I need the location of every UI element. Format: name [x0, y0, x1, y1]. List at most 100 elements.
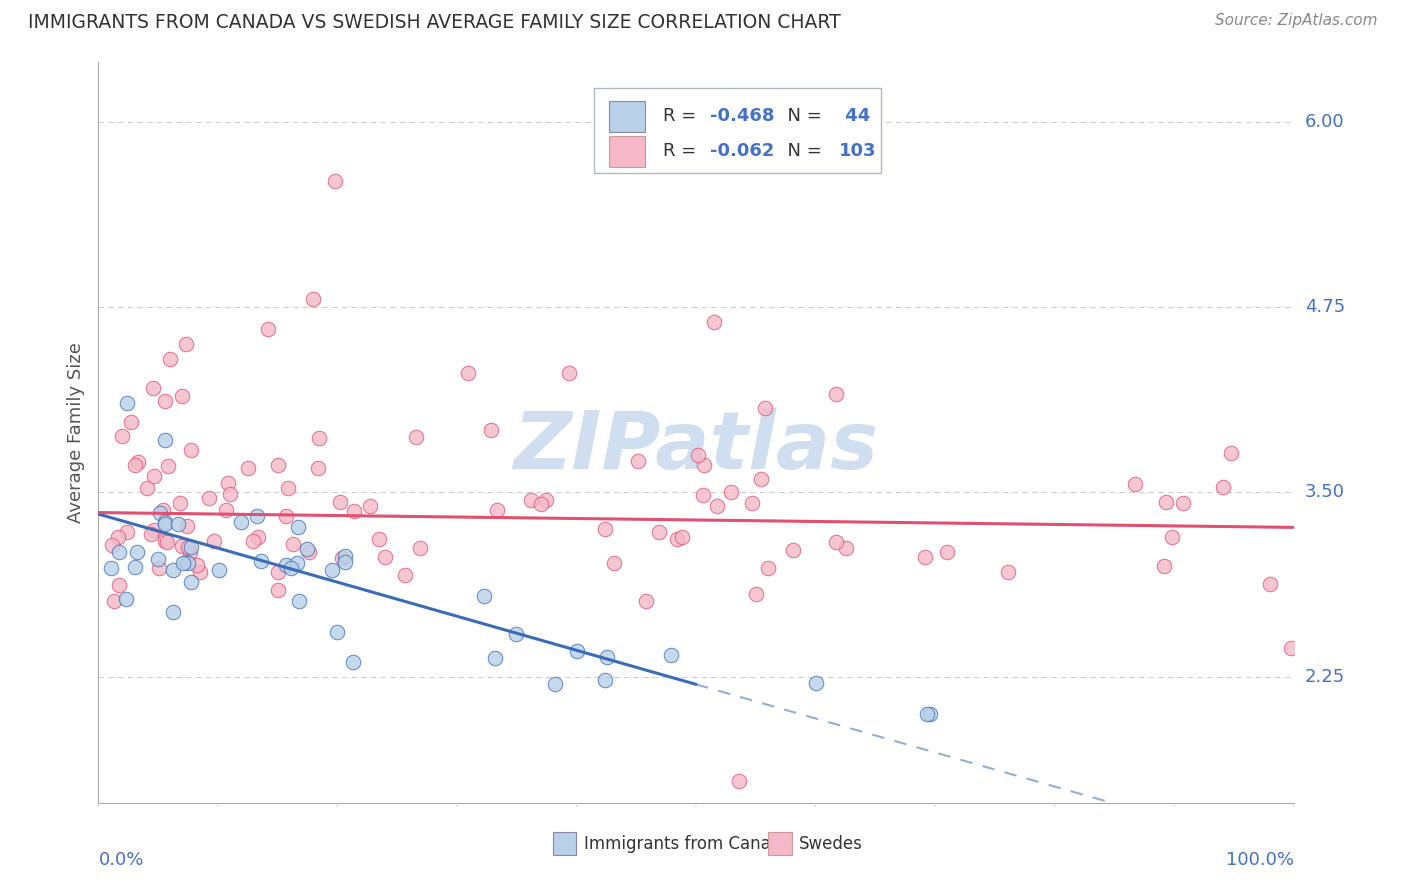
Point — [745, 587, 768, 601]
Point — [148, 561, 170, 575]
Point — [169, 496, 191, 510]
Point — [394, 568, 416, 582]
Point — [111, 429, 134, 443]
Point — [593, 522, 616, 536]
Point — [207, 563, 229, 577]
Text: R =: R = — [662, 108, 702, 126]
Point — [159, 351, 181, 366]
Point — [276, 558, 298, 573]
Point — [202, 534, 225, 549]
Point — [330, 551, 353, 566]
Point — [281, 537, 304, 551]
Point — [374, 549, 396, 564]
Point — [170, 539, 193, 553]
Point — [250, 554, 273, 568]
Point — [107, 530, 129, 544]
Point — [157, 458, 180, 473]
Point — [634, 594, 657, 608]
Point — [142, 469, 165, 483]
Point — [936, 545, 959, 559]
Point — [257, 322, 280, 336]
Point — [520, 492, 543, 507]
Text: 103: 103 — [839, 143, 877, 161]
Point — [162, 605, 184, 619]
Point — [170, 388, 193, 402]
Point — [1123, 476, 1146, 491]
Point — [177, 556, 200, 570]
Point — [457, 367, 479, 381]
Point — [997, 565, 1019, 579]
Point — [1171, 496, 1194, 510]
Point — [323, 174, 346, 188]
Point — [117, 396, 139, 410]
Point — [180, 442, 202, 457]
Text: N =: N = — [776, 108, 828, 126]
Point — [176, 519, 198, 533]
FancyBboxPatch shape — [595, 88, 882, 173]
Point — [197, 491, 219, 505]
Point — [155, 516, 177, 531]
Text: 44: 44 — [839, 108, 870, 126]
Point — [242, 533, 264, 548]
Point — [277, 481, 299, 495]
Point — [229, 515, 252, 529]
Point — [720, 484, 742, 499]
Point — [648, 524, 671, 539]
Point — [267, 565, 290, 579]
Point — [782, 542, 804, 557]
Point — [219, 487, 242, 501]
Point — [915, 706, 938, 721]
Point — [280, 561, 302, 575]
Point — [659, 648, 682, 662]
Bar — [768, 832, 792, 855]
Point — [298, 545, 321, 559]
Point — [741, 496, 763, 510]
Point — [321, 563, 343, 577]
Point — [530, 497, 553, 511]
Point — [825, 534, 848, 549]
Point — [186, 558, 208, 573]
Text: IMMIGRANTS FROM CANADA VS SWEDISH AVERAGE FAMILY SIZE CORRELATION CHART: IMMIGRANTS FROM CANADA VS SWEDISH AVERAG… — [28, 13, 841, 32]
Point — [1153, 558, 1175, 573]
Point — [152, 503, 174, 517]
Point — [115, 524, 138, 539]
Point — [100, 561, 122, 575]
Point — [342, 655, 364, 669]
Point — [177, 540, 200, 554]
Point — [1279, 640, 1302, 655]
Point — [692, 458, 714, 472]
Point — [146, 552, 169, 566]
Point — [484, 651, 506, 665]
Point — [297, 541, 319, 556]
Text: Swedes: Swedes — [799, 835, 863, 853]
Point — [101, 538, 124, 552]
Point — [671, 530, 693, 544]
Point — [835, 541, 858, 555]
Text: R =: R = — [662, 143, 702, 161]
Point — [162, 563, 184, 577]
Point — [824, 387, 846, 401]
Point — [287, 594, 309, 608]
Text: Immigrants from Canada: Immigrants from Canada — [583, 835, 792, 853]
Point — [188, 565, 211, 579]
Point — [804, 676, 827, 690]
Point — [703, 314, 725, 328]
Point — [596, 650, 619, 665]
Bar — [609, 136, 644, 167]
Point — [302, 293, 325, 307]
Point — [325, 625, 347, 640]
Point — [149, 507, 172, 521]
Point — [180, 540, 202, 554]
Point — [153, 394, 176, 409]
Point — [180, 574, 202, 589]
Text: -0.062: -0.062 — [710, 143, 775, 161]
Point — [179, 544, 201, 558]
Point — [1161, 530, 1184, 544]
Point — [285, 556, 308, 570]
Point — [558, 367, 581, 381]
Point — [1154, 495, 1177, 509]
Point — [409, 541, 432, 555]
Point — [565, 643, 588, 657]
Point — [602, 556, 624, 570]
Point — [276, 509, 298, 524]
